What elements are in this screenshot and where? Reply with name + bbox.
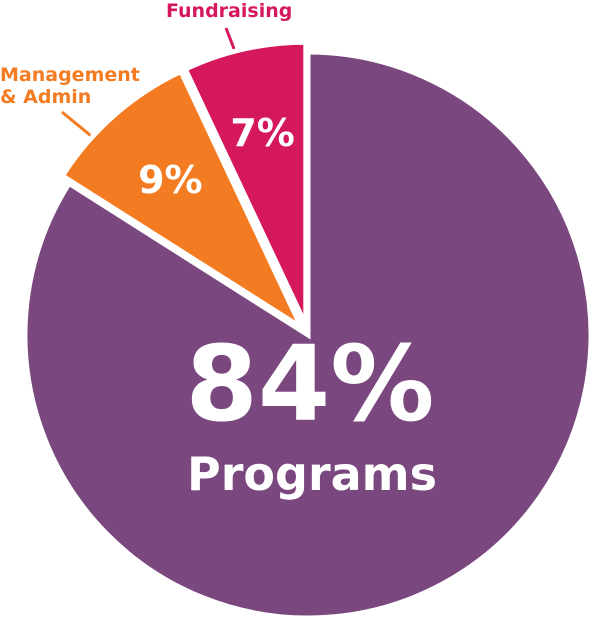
category-label: Fundraising xyxy=(166,0,293,22)
pie-slice xyxy=(22,49,593,617)
category-label: Management & Admin xyxy=(0,64,140,108)
pie-slice xyxy=(58,68,308,335)
value-label: 84% xyxy=(186,323,435,445)
pie-slice xyxy=(181,39,309,327)
category-label: Programs xyxy=(187,447,437,501)
value-label: 9% xyxy=(138,158,203,202)
value-label: 7% xyxy=(230,111,295,155)
